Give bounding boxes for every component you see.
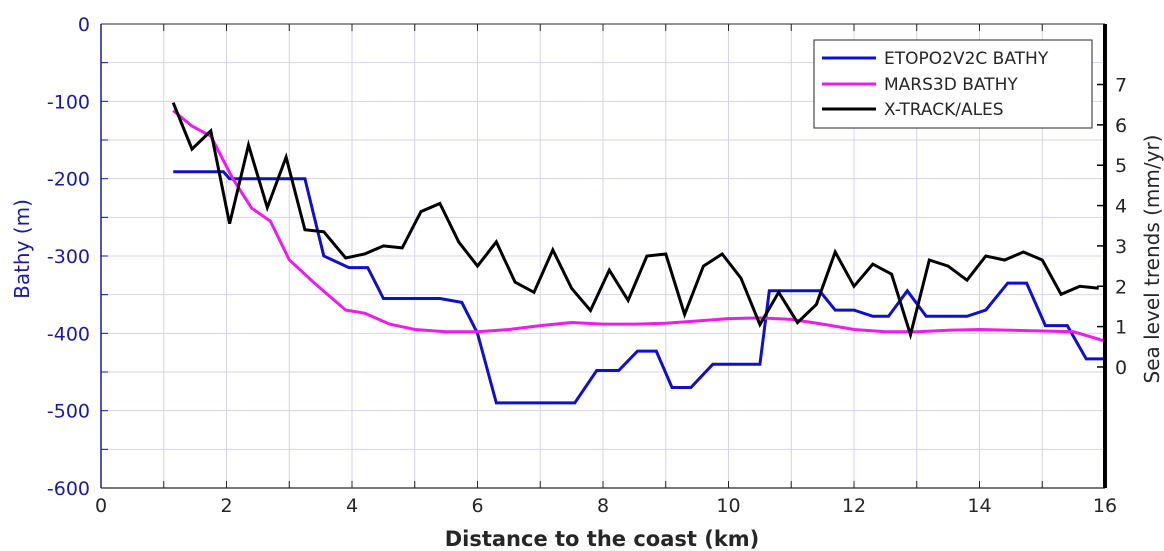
series-line-etopo <box>173 170 1105 405</box>
x-tick-label: 6 <box>471 495 483 517</box>
axes <box>100 23 1107 489</box>
y-left-tick-label: -600 <box>47 478 90 500</box>
x-tick-label: 0 <box>95 495 107 517</box>
legend: ETOPO2V2C BATHY MARS3D BATHY X-TRACK/ALE… <box>813 39 1093 129</box>
y-axis-right-label: Sea level trends (mm/yr) <box>1140 135 1164 384</box>
x-tick-label: 8 <box>597 495 609 517</box>
x-tick-label: 16 <box>1093 495 1117 517</box>
tick-labels: 0 2 4 6 8 10 12 14 160-100-200-300-400-500-60001… <box>47 14 1127 517</box>
x-tick-label: 10 <box>716 495 740 517</box>
series-line-mars <box>172 109 1106 343</box>
legend-label-etopo: ETOPO2V2C BATHY <box>884 49 1049 69</box>
y-left-tick-label: -500 <box>47 401 90 423</box>
x-axis-label: Distance to the coast (km) <box>445 527 760 551</box>
y-left-tick-label: -400 <box>47 323 90 345</box>
x-tick-label: 14 <box>967 495 991 517</box>
series-line-xtrack <box>171 102 1099 341</box>
y-right-tick-label: 2 <box>1115 276 1127 298</box>
y-right-tick-label: 5 <box>1115 155 1127 177</box>
series-lines <box>171 102 1106 405</box>
legend-label-xtrack: X-TRACK/ALES <box>884 100 1004 120</box>
y-right-tick-label: 7 <box>1115 75 1127 97</box>
y-left-tick-label: -100 <box>47 91 90 113</box>
y-right-tick-label: 3 <box>1115 236 1127 258</box>
x-tick-label: 4 <box>346 495 358 517</box>
y-left-tick-label: 0 <box>78 14 90 36</box>
y-left-tick-label: -300 <box>47 246 90 268</box>
y-axis-left-label: Bathy (m) <box>10 199 34 299</box>
y-right-tick-label: 4 <box>1115 196 1127 218</box>
y-right-tick-label: 0 <box>1115 357 1127 379</box>
y-right-tick-label: 6 <box>1115 115 1127 137</box>
y-left-tick-label: -200 <box>47 169 90 191</box>
legend-label-mars: MARS3D BATHY <box>884 75 1018 95</box>
x-tick-label: 12 <box>842 495 866 517</box>
x-tick-label: 2 <box>220 495 232 517</box>
y-right-tick-label: 1 <box>1115 317 1127 339</box>
